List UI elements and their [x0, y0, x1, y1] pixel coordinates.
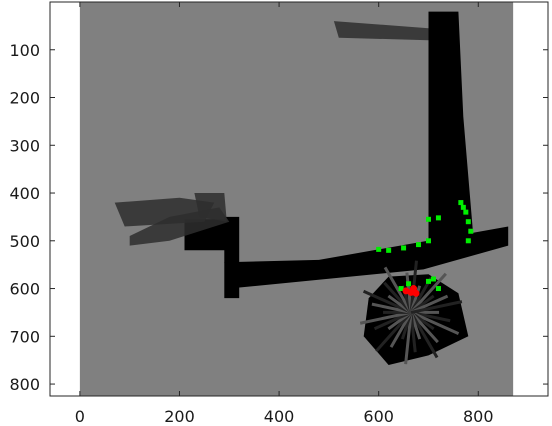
frontier-point	[401, 245, 407, 251]
frontier-point	[465, 238, 471, 244]
frontier-point	[468, 228, 474, 234]
free-space-region	[224, 226, 509, 289]
frontier-point	[460, 204, 466, 210]
partial-scan-region	[194, 193, 227, 222]
frontier-point	[376, 246, 382, 252]
frontier-point	[435, 215, 441, 221]
tick-marks	[50, 2, 548, 396]
scan-ray	[362, 289, 412, 314]
y-tick-label: 800	[9, 375, 40, 394]
x-tick-label: 400	[264, 407, 295, 426]
scan-ray	[409, 311, 439, 359]
scan-ray	[404, 312, 413, 365]
frontier-point	[425, 216, 431, 222]
scan-ray	[383, 266, 413, 314]
y-tick-label: 100	[9, 41, 40, 60]
frontier-point	[386, 247, 392, 253]
y-tick-label: 200	[9, 89, 40, 108]
x-tick-label: 200	[164, 407, 195, 426]
tick-labels: 0 200 400 600 800 100 200 300 400 500 600 700 800	[9, 41, 493, 426]
scan-ray	[410, 300, 463, 314]
frontier-point	[398, 286, 404, 292]
frontier-point	[406, 281, 412, 287]
y-tick-label: 700	[9, 327, 40, 346]
y-tick-label: 400	[9, 184, 40, 203]
frontier-point	[425, 278, 431, 284]
axes-frame	[49, 1, 549, 397]
frontier-point	[425, 238, 431, 244]
y-tick-label: 300	[9, 136, 40, 155]
partial-scan-region	[114, 197, 215, 227]
frontier-point	[458, 200, 464, 206]
map-image	[50, 2, 548, 396]
frontier-point	[465, 219, 471, 225]
robot-point	[412, 289, 420, 297]
scan-ray	[375, 311, 413, 353]
frontier-point	[416, 242, 422, 248]
scan-ray	[410, 311, 460, 335]
scan-ray	[409, 272, 447, 314]
x-tick-label: 600	[363, 407, 394, 426]
x-tick-label: 800	[463, 407, 494, 426]
x-tick-label: 0	[75, 407, 85, 426]
frontier-point	[435, 286, 441, 292]
partial-scan-region	[333, 21, 429, 41]
free-space-region	[428, 11, 474, 251]
scan-ray	[359, 310, 412, 325]
frontier-point	[430, 276, 436, 282]
y-tick-label: 500	[9, 232, 40, 251]
frontier-point	[463, 209, 469, 215]
y-tick-label: 600	[9, 280, 40, 299]
